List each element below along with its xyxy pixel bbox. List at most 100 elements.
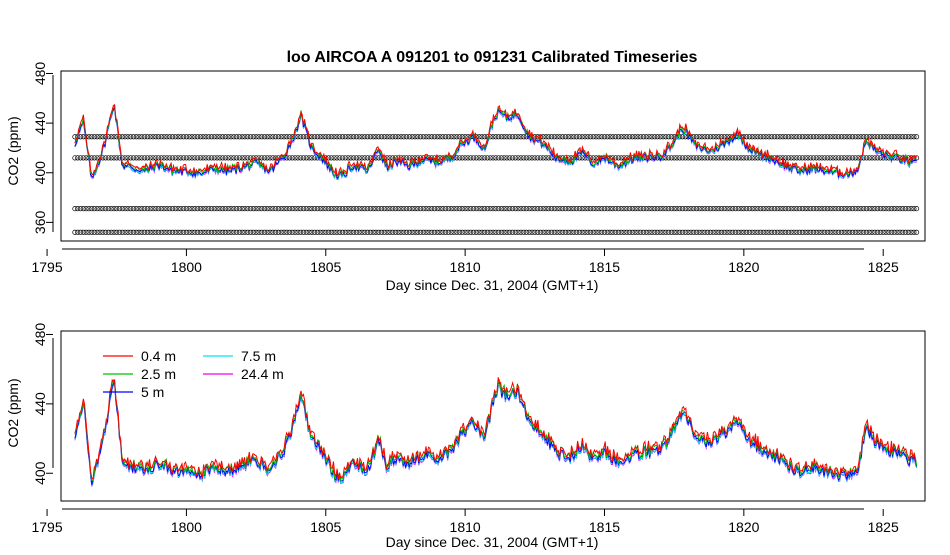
calibration-point	[206, 155, 212, 161]
panel-top-plot-frame	[60, 70, 926, 242]
calibration-point	[181, 155, 187, 161]
calibration-point	[677, 155, 683, 161]
calibration-point	[186, 229, 192, 235]
calibration-point	[465, 206, 471, 212]
calibration-point	[836, 206, 842, 212]
calibration-point	[203, 229, 209, 235]
calibration-point	[805, 229, 811, 235]
calibration-point	[398, 229, 404, 235]
calibration-point	[836, 155, 842, 161]
calibration-point	[601, 229, 608, 235]
calibration-point	[150, 155, 156, 161]
calibration-point	[387, 206, 393, 212]
calibration-point	[376, 229, 382, 235]
calibration-point	[788, 155, 794, 161]
calibration-point	[448, 229, 454, 235]
calibration-point	[256, 229, 262, 235]
calibration-point	[128, 134, 134, 140]
calibration-point	[261, 229, 268, 235]
calibration-point	[791, 229, 797, 235]
calibration-point	[417, 229, 424, 235]
panel-top-x-axis: 1795 1800 1805 1810 1815 1820 1825	[31, 248, 899, 275]
calibration-point	[312, 229, 318, 235]
calibration-point	[103, 206, 109, 212]
panel-bottom-series-lines	[74, 377, 918, 487]
calibration-point	[412, 134, 418, 140]
calibration-point	[195, 206, 201, 212]
calibration-point	[353, 229, 359, 235]
calibration-point	[685, 229, 691, 235]
calibration-point	[200, 155, 206, 161]
calibration-point	[844, 206, 850, 212]
calibration-point	[649, 134, 655, 140]
calibration-point	[607, 229, 613, 235]
calibration-point	[663, 229, 669, 235]
calibration-point	[601, 206, 608, 212]
calibration-point	[445, 134, 451, 140]
calibration-point	[908, 206, 914, 212]
calibration-point	[615, 229, 621, 235]
calibration-point	[390, 229, 396, 235]
calibration-point	[562, 134, 569, 140]
calibration-point	[863, 134, 870, 140]
calibration-point	[897, 134, 903, 140]
calibration-point	[253, 134, 259, 140]
calibration-point	[565, 229, 571, 235]
calibration-point	[699, 229, 705, 235]
calibration-point	[155, 229, 162, 235]
calibration-point	[863, 155, 870, 161]
calibration-point	[643, 134, 649, 140]
calibration-point	[607, 134, 613, 140]
calibration-point	[509, 134, 516, 140]
calibration-point	[395, 134, 401, 140]
calibration-point	[529, 229, 535, 235]
calibration-point	[183, 206, 189, 212]
calibration-point	[783, 229, 789, 235]
calibration-point	[465, 155, 471, 161]
calibration-point	[607, 206, 613, 212]
calibration-point	[869, 155, 875, 161]
calibration-point	[518, 134, 524, 140]
calibration-point	[178, 206, 184, 212]
panel-top: loo AIRCOA A 091201 to 091231 Calibrated…	[5, 49, 926, 293]
calibration-point	[169, 229, 176, 235]
calibration-point	[133, 134, 139, 140]
calibration-point	[295, 155, 301, 161]
calibration-point	[693, 134, 700, 140]
calibration-point	[314, 229, 320, 235]
calibration-point	[331, 206, 337, 212]
calibration-point	[169, 134, 176, 140]
calibration-point	[582, 206, 588, 212]
calibration-point	[220, 229, 226, 235]
calibration-point	[702, 155, 708, 161]
calibration-point	[900, 134, 906, 140]
calibration-point	[376, 206, 382, 212]
calibration-point	[869, 229, 875, 235]
calibration-point	[847, 134, 853, 140]
calibration-point	[596, 206, 602, 212]
panel-top-y-axis: 360 400 440 480	[32, 62, 54, 234]
calibration-point	[200, 206, 206, 212]
calibration-point	[794, 229, 800, 235]
calibration-point	[225, 206, 231, 212]
calibration-point	[568, 229, 574, 235]
calibration-point	[523, 206, 529, 212]
calibration-point	[387, 229, 393, 235]
calibration-point	[437, 206, 443, 212]
calibration-point	[208, 206, 215, 212]
calibration-point	[365, 229, 371, 235]
calibration-point	[239, 206, 245, 212]
calibration-point	[535, 155, 541, 161]
calibration-point	[579, 206, 585, 212]
calibration-point	[861, 206, 867, 212]
calibration-point	[512, 155, 518, 161]
calibration-point	[529, 155, 535, 161]
calibration-point	[317, 134, 323, 140]
calibration-point	[900, 229, 906, 235]
calibration-point	[153, 155, 159, 161]
calibration-point	[468, 229, 474, 235]
calibration-point	[537, 155, 543, 161]
calibration-point	[234, 206, 240, 212]
legend-entry-0.4m: 0.4 m	[103, 348, 176, 364]
calibration-point	[292, 155, 298, 161]
